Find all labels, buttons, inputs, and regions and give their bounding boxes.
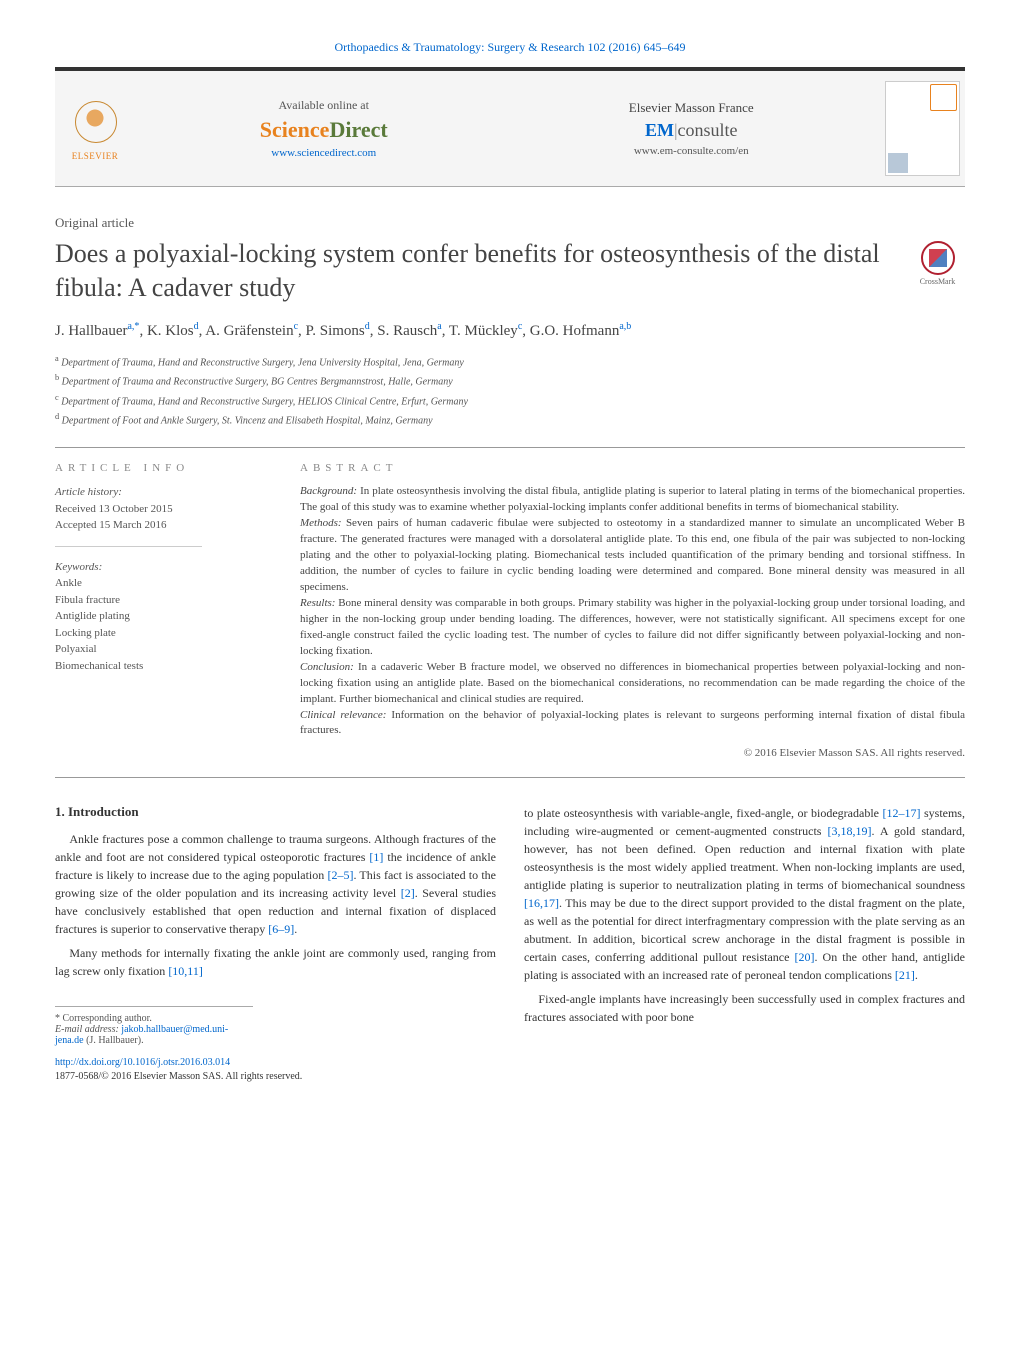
background-label: Background: [300,485,357,497]
keyword: Locking plate [55,625,265,642]
citation-link[interactable]: [3,18,19] [828,824,872,838]
crossmark-badge[interactable]: CrossMark [910,241,965,296]
history-label: Article history: [55,484,265,501]
article-info-heading: ARTICLE INFO [55,462,265,474]
doi-link[interactable]: http://dx.doi.org/10.1016/j.otsr.2016.03… [55,1056,496,1070]
keyword: Ankle [55,575,265,592]
corresponding-author: * Corresponding author. [55,1013,253,1024]
abstract-copyright: © 2016 Elsevier Masson SAS. All rights r… [300,747,965,759]
available-online-label: Available online at [150,98,498,113]
keyword: Fibula fracture [55,592,265,609]
doi-block: http://dx.doi.org/10.1016/j.otsr.2016.03… [55,1056,496,1084]
methods-text: Seven pairs of human cadaveric fibulae w… [300,517,965,593]
affiliations: a Department of Trauma, Hand and Reconst… [55,352,965,429]
sciencedirect-box: Available online at ScienceDirect www.sc… [150,98,498,159]
citation-link[interactable]: [21] [895,968,915,982]
article-title: Does a polyaxial-locking system confer b… [55,237,890,305]
affiliation: b Department of Trauma and Reconstructiv… [55,371,965,390]
body-paragraph: Fixed-angle implants have increasingly b… [524,990,965,1026]
elsevier-tree-icon [70,96,120,151]
divider [55,777,965,778]
results-label: Results: [300,597,335,609]
sd-science: Science [260,117,330,142]
sciencedirect-logo: ScienceDirect [150,117,498,143]
keyword: Antiglide plating [55,608,265,625]
section-heading: 1. Introduction [55,804,496,820]
journal-cover-thumbnail [885,81,960,176]
em-consulte-logo: EM|consulte [518,120,866,141]
crossmark-icon [921,241,955,275]
citation-link[interactable]: [2] [401,886,415,900]
affiliation: c Department of Trauma, Hand and Reconst… [55,391,965,410]
authors: J. Hallbauera,*, K. Klosd, A. Gräfenstei… [55,319,965,343]
body-paragraph: Many methods for internally fixating the… [55,944,496,980]
divider [55,447,965,448]
results-text: Bone mineral density was comparable in b… [300,597,965,657]
citation-link[interactable]: [6–9] [268,922,294,936]
elsevier-logo: ELSEVIER [60,86,130,171]
relevance-label: Clinical relevance: [300,709,386,721]
body-columns: 1. Introduction Ankle fractures pose a c… [55,804,965,1084]
accepted-date: Accepted 15 March 2016 [55,517,265,534]
abstract-body: Background: In plate osteosynthesis invo… [300,484,965,739]
keywords-list: AnkleFibula fractureAntiglide platingLoc… [55,575,265,674]
citation-link[interactable]: [2–5] [327,868,353,882]
relevance-text: Information on the behavior of polyaxial… [300,709,965,737]
received-date: Received 13 October 2015 [55,501,265,518]
body-paragraph: Ankle fractures pose a common challenge … [55,830,496,938]
citation-link[interactable]: [16,17] [524,896,559,910]
citation-link[interactable]: [10,11] [168,964,203,978]
section-title: Introduction [68,804,139,819]
sd-direct: Direct [329,117,387,142]
sciencedirect-url[interactable]: www.sciencedirect.com [150,147,498,159]
crossmark-label: CrossMark [920,277,956,286]
citation-link[interactable]: [20] [795,950,815,964]
background-text: In plate osteosynthesis involving the di… [300,485,965,513]
keyword: Polyaxial [55,641,265,658]
issn-copyright: 1877-0568/© 2016 Elsevier Masson SAS. Al… [55,1070,496,1084]
body-column-left: 1. Introduction Ankle fractures pose a c… [55,804,496,1084]
abstract-column: ABSTRACT Background: In plate osteosynth… [300,462,965,759]
article-info-column: ARTICLE INFO Article history: Received 1… [55,462,265,759]
journal-citation: Orthopaedics & Traumatology: Surgery & R… [55,40,965,55]
methods-label: Methods: [300,517,342,529]
section-number: 1. [55,804,65,819]
article-type: Original article [55,215,965,231]
title-row: Does a polyaxial-locking system confer b… [55,231,965,305]
keywords-block: Keywords: AnkleFibula fractureAntiglide … [55,559,265,675]
affiliation: d Department of Foot and Ankle Surgery, … [55,410,965,429]
abstract-heading: ABSTRACT [300,462,965,474]
em-prefix: EM [645,120,674,140]
citation-link[interactable]: [12–17] [882,806,920,820]
email-author-name: (J. Hallbauer). [86,1035,143,1046]
keywords-label: Keywords: [55,559,265,576]
email-line: E-mail address: jakob.hallbauer@med.uni-… [55,1024,253,1046]
conclusion-text: In a cadaveric Weber B fracture model, w… [300,661,965,705]
email-label: E-mail address: [55,1024,119,1035]
masson-label: Elsevier Masson France [518,100,866,116]
info-separator [55,546,202,547]
affiliation: a Department of Trauma, Hand and Reconst… [55,352,965,371]
info-abstract-row: ARTICLE INFO Article history: Received 1… [55,462,965,759]
footnotes: * Corresponding author. E-mail address: … [55,1006,253,1046]
page: Orthopaedics & Traumatology: Surgery & R… [0,0,1020,1124]
article-history: Article history: Received 13 October 201… [55,484,265,534]
publisher-bar: ELSEVIER Available online at ScienceDire… [55,67,965,187]
citation-link[interactable]: [1] [369,850,383,864]
body-paragraph: to plate osteosynthesis with variable-an… [524,804,965,984]
em-consulte-text: consulte [678,120,738,140]
keyword: Biomechanical tests [55,658,265,675]
em-consulte-url[interactable]: www.em-consulte.com/en [518,145,866,157]
elsevier-text: ELSEVIER [72,151,119,161]
conclusion-label: Conclusion: [300,661,354,673]
em-consulte-box: Elsevier Masson France EM|consulte www.e… [518,100,866,157]
body-column-right: to plate osteosynthesis with variable-an… [524,804,965,1084]
